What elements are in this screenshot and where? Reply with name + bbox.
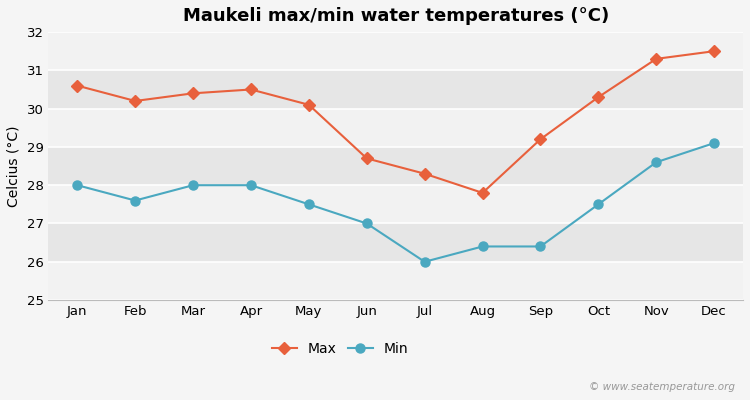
Min (710, 141, 718, 146)
Bar (48, 262, 743, 300)
Title: Maukeli max/min water temperatures (°C): Maukeli max/min water temperatures (°C) (182, 7, 609, 25)
Line: Max: Max (74, 47, 718, 197)
Legend: Max, Min: Max, Min (272, 342, 409, 356)
Bar (48, 147, 743, 185)
Max (247, 87, 256, 92)
Bar (48, 70, 743, 109)
Y-axis label: Celcius (°C): Celcius (°C) (7, 125, 21, 207)
Max (536, 137, 545, 142)
Bar (48, 224, 743, 262)
Max (420, 171, 429, 176)
Max (710, 49, 718, 54)
Min (130, 198, 140, 203)
Max (594, 95, 603, 100)
Max (130, 98, 140, 103)
Max (304, 102, 313, 107)
Max (73, 83, 82, 88)
Min (420, 259, 429, 264)
Min (362, 221, 371, 226)
Min (73, 183, 82, 188)
Max (362, 156, 371, 161)
Bar (48, 185, 743, 224)
Bar (48, 109, 743, 147)
Min (594, 202, 603, 207)
Text: © www.seatemperature.org: © www.seatemperature.org (589, 382, 735, 392)
Max (652, 56, 661, 61)
Max (478, 190, 487, 195)
Line: Min: Min (73, 138, 718, 266)
Min (304, 202, 313, 207)
Bar (48, 32, 743, 70)
Min (478, 244, 487, 249)
Min (536, 244, 545, 249)
Min (188, 183, 197, 188)
Min (247, 183, 256, 188)
Min (652, 160, 661, 165)
Max (188, 91, 197, 96)
